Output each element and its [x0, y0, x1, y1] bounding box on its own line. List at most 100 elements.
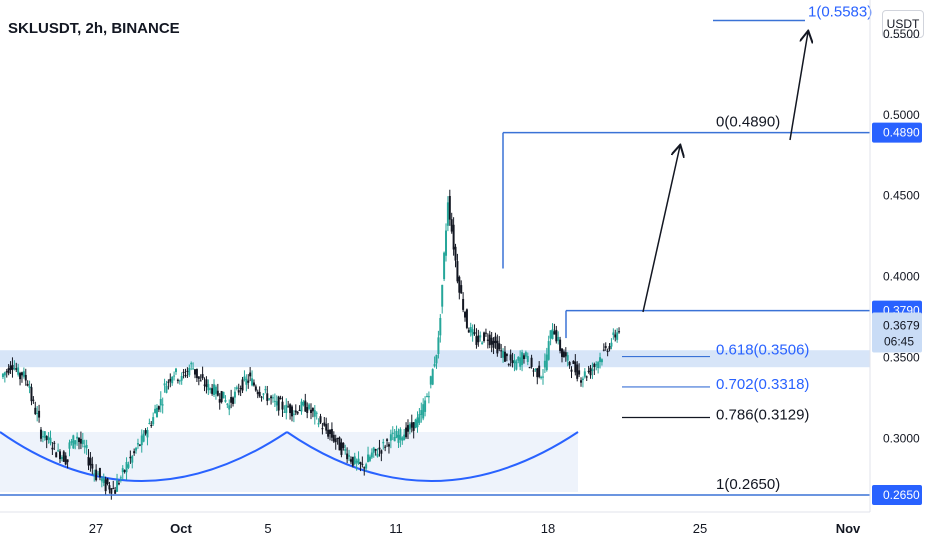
candle-body: [68, 442, 71, 449]
candle-body: [460, 285, 463, 294]
candle-body: [55, 452, 58, 458]
candle-body: [11, 364, 14, 370]
candle-body: [374, 448, 377, 451]
candle-body: [547, 341, 550, 360]
candle-body: [490, 337, 493, 345]
candle-body: [195, 368, 198, 378]
currency-button[interactable]: USDT: [882, 10, 924, 38]
candle-body: [214, 386, 217, 394]
candle-body: [600, 359, 603, 363]
candle-body: [173, 375, 176, 377]
candle-body: [243, 376, 246, 380]
candle-body: [205, 379, 208, 388]
candle-body: [110, 488, 113, 494]
candle-body: [376, 453, 379, 457]
candle-body: [570, 369, 573, 372]
candle-body: [618, 331, 621, 333]
candle-body: [91, 463, 94, 469]
candle-body: [161, 404, 164, 406]
candle-body: [386, 439, 389, 441]
candle-body: [519, 357, 522, 367]
candle-body: [62, 451, 65, 462]
chart-title: SKLUSDT, 2h, BINANCE: [8, 20, 180, 37]
candle-body: [112, 488, 115, 490]
candle-body: [572, 360, 575, 364]
candle-body: [465, 309, 468, 328]
candle-body: [540, 376, 543, 379]
candle-body: [197, 376, 200, 379]
candle-body: [292, 413, 295, 415]
candle-body: [585, 376, 588, 378]
candle-body: [445, 230, 448, 256]
candle-body: [93, 473, 96, 475]
candle-body: [330, 429, 333, 438]
candle-body: [281, 401, 284, 410]
candle-body: [100, 478, 103, 482]
candle-body: [505, 353, 508, 357]
candle-body: [414, 419, 417, 429]
candle-body: [427, 396, 430, 398]
candle-body: [264, 389, 267, 391]
candle-body: [3, 372, 6, 376]
candle-body: [140, 435, 143, 446]
candle-body: [174, 368, 177, 373]
candle-body: [87, 456, 90, 466]
candle-body: [72, 435, 75, 449]
candle-body: [425, 396, 428, 398]
candle-body: [395, 430, 398, 438]
candle-body: [129, 456, 132, 459]
candle-body: [104, 479, 107, 492]
candle-body: [266, 393, 269, 401]
candle-body: [28, 386, 31, 388]
candle-body: [338, 437, 341, 451]
x-tick-label: 18: [541, 521, 555, 536]
candle-body: [593, 363, 596, 368]
candle-body: [43, 431, 46, 438]
candle-body: [287, 406, 290, 408]
candle-body: [117, 483, 120, 485]
candle-body: [119, 477, 122, 479]
candle-body: [169, 378, 172, 382]
candle-body: [289, 404, 292, 414]
candle-body: [458, 276, 461, 293]
candle-body: [178, 380, 181, 382]
candle-body: [351, 456, 354, 466]
candle-body: [545, 354, 548, 371]
candle-body: [251, 378, 254, 386]
candle-body: [235, 387, 238, 389]
candle-body: [106, 478, 109, 485]
candle-body: [171, 376, 174, 384]
countdown-label: 06:45: [884, 335, 914, 349]
candle-body: [439, 317, 442, 336]
candle-body: [17, 367, 20, 375]
candle-body: [228, 405, 231, 410]
candle-body: [262, 393, 265, 395]
candle-body: [348, 455, 351, 457]
candle-body: [534, 369, 537, 371]
candle-body: [125, 462, 128, 473]
candle-body: [498, 343, 501, 350]
candle-body: [580, 380, 583, 383]
candle-body: [97, 473, 100, 475]
candle-body: [424, 400, 427, 412]
candle-body: [397, 434, 400, 443]
candle-body: [384, 446, 387, 448]
candle-body: [159, 398, 162, 406]
candle-body: [317, 422, 320, 425]
candle-body: [587, 370, 590, 372]
candle-body: [186, 370, 189, 372]
candle-body: [372, 447, 375, 453]
candle-body: [431, 369, 434, 385]
candle-body: [313, 410, 316, 417]
candle-body: [53, 442, 56, 444]
candle-body: [391, 432, 394, 434]
candle-body: [123, 470, 126, 472]
candle-body: [403, 434, 406, 441]
last-price-tag: [872, 312, 922, 353]
candle-body: [393, 436, 396, 442]
candle-body: [85, 444, 88, 449]
candle-body: [336, 437, 339, 439]
candle-body: [361, 463, 364, 465]
candle-body: [344, 449, 347, 451]
